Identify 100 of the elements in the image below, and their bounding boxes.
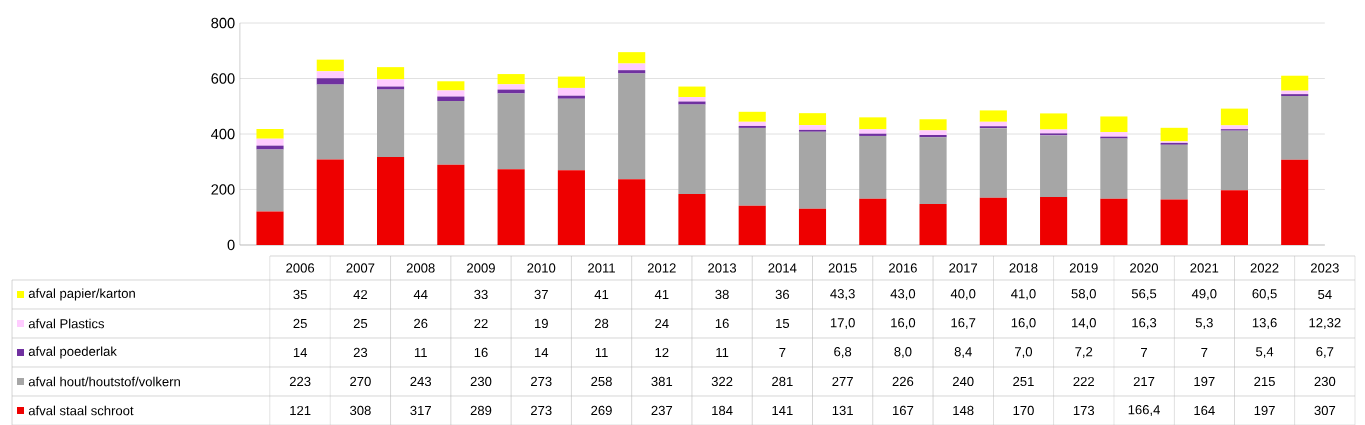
x-tick-label: 2012 [647,263,676,273]
bar [738,127,766,206]
data-label: 54 [1318,289,1332,300]
data-label: 237 [651,405,673,416]
bar [1281,75,1309,91]
data-label: 17,0 [830,318,855,329]
data-label: 16,0 [891,318,916,329]
x-tick-label: 2020 [1130,263,1159,273]
data-label: 173 [1073,405,1095,416]
bar [1281,95,1309,160]
data-label: 197 [1254,405,1275,416]
bar [919,137,947,204]
bar [1160,127,1188,142]
data-label: 11 [716,347,729,357]
x-tick-label: 2013 [708,263,737,273]
bar [979,197,1007,245]
bar [798,125,827,130]
data-label: 148 [953,405,974,416]
data-label: 33 [474,289,488,300]
data-label: 25 [293,318,307,329]
data-label: 289 [470,405,492,416]
data-label: 24 [655,318,669,329]
data-label: 23 [353,347,368,358]
data-label: 11 [595,347,608,357]
data-label: 277 [832,376,853,387]
bar [557,170,585,245]
data-label: 223 [289,376,311,387]
bar [678,97,706,102]
bar [316,159,344,245]
bar [1160,199,1188,245]
bar [497,93,525,170]
data-label: 121 [290,405,311,416]
x-tick-label: 2008 [406,263,435,273]
bar [557,76,585,88]
data-label: 14 [535,347,549,357]
bar [316,84,344,160]
data-label: 22 [474,318,488,329]
bar [979,121,1007,127]
x-tick-label: 2014 [768,263,797,273]
bar [497,84,525,90]
bar [316,71,344,79]
bar [979,128,1007,198]
bar [256,138,284,146]
y-tick-label: 800 [211,17,235,29]
data-label: 8,0 [894,347,912,358]
data-label: 240 [952,376,974,387]
data-label: 197 [1194,376,1215,387]
bar [1040,133,1068,136]
bar [1040,113,1068,130]
data-label: 35 [293,289,307,300]
bar [1100,138,1128,199]
y-tick-label: 200 [211,184,235,195]
data-label: 41,0 [1011,289,1036,300]
data-label: 8,4 [954,347,972,358]
data-label: 16 [715,318,729,329]
data-label: 7 [1141,347,1147,357]
data-label: 37 [534,289,548,300]
data-label: 15 [776,318,790,329]
legend-label: afval Plastics [28,318,105,329]
data-label: 381 [651,376,673,387]
data-label: 16,7 [951,318,976,329]
bar [1220,125,1248,130]
bar [738,111,766,122]
bar [377,86,405,90]
data-label: 243 [410,376,432,387]
legend-label: afval poederlak [28,346,117,359]
bar [1220,190,1248,245]
data-label: 43,3 [830,289,855,300]
x-tick-label: 2011 [588,263,615,273]
bar [1100,116,1128,133]
data-label: 166,4 [1128,405,1160,416]
bar [618,52,646,64]
x-tick-label: 2010 [527,263,556,273]
bar [377,67,405,80]
y-tick-label: 600 [211,73,235,84]
data-label: 12 [655,347,669,358]
data-label: 7,2 [1075,347,1093,358]
data-label: 131 [832,405,853,416]
data-label: 60,5 [1252,289,1277,300]
bar [618,70,646,74]
data-label: 42 [353,289,368,300]
data-label: 19 [535,318,548,329]
bar [798,113,827,126]
bar [798,208,827,245]
bar [979,110,1007,122]
x-tick-label: 2021 [1190,263,1219,273]
y-tick-label: 0 [227,239,235,251]
bar [618,63,646,71]
bar [437,100,465,165]
data-label: 58,0 [1071,289,1096,300]
bar [678,193,706,245]
data-label: 16,3 [1132,318,1157,329]
bar [618,179,646,245]
bar [437,96,465,101]
data-label: 230 [470,376,492,387]
x-tick-label: 2018 [1009,263,1038,273]
data-label: 273 [531,376,552,387]
bar [377,157,405,245]
bar [437,90,465,97]
data-label: 41 [654,289,669,299]
